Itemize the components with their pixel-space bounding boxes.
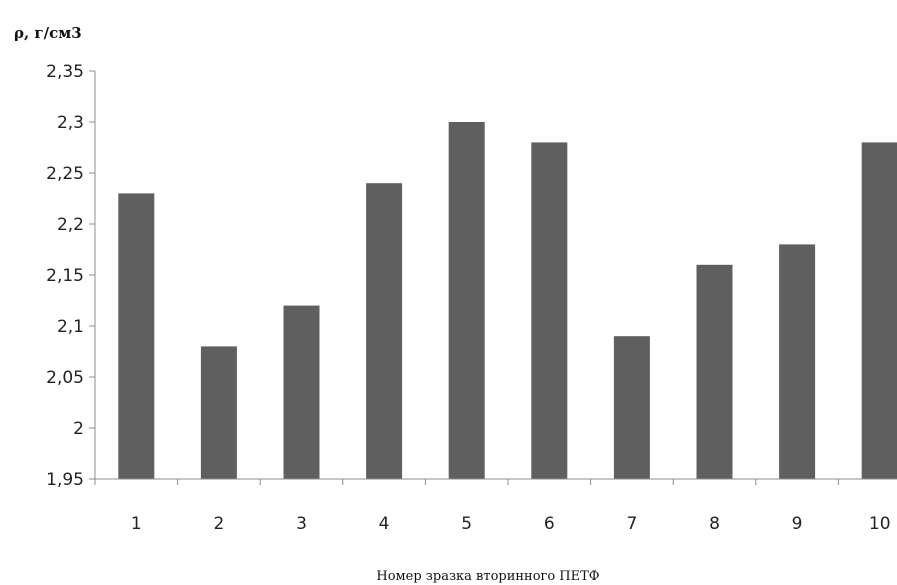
bar-5 [448, 122, 485, 479]
x-tick-label: 8 [709, 514, 720, 534]
bar-4 [366, 183, 403, 479]
bar-10 [861, 142, 897, 479]
bar-1 [118, 193, 155, 479]
y-tick-label: 2,15 [46, 266, 84, 286]
bar-9 [779, 244, 816, 479]
x-tick-label: 5 [461, 514, 472, 534]
y-tick-label: 2,35 [46, 62, 84, 82]
x-tick-label: 3 [296, 514, 307, 534]
bar-7 [613, 336, 650, 479]
x-axis-label: Номер зразка вторинного ПЕТФ [376, 569, 599, 584]
bar-6 [531, 142, 568, 479]
x-tick-label: 1 [131, 514, 142, 534]
bar-3 [283, 305, 320, 479]
y-axis-label: ρ, г/см3 [14, 24, 82, 42]
y-tick-label: 2,1 [57, 317, 84, 337]
x-tick-label: 2 [213, 514, 224, 534]
bar-8 [696, 264, 733, 479]
bars [118, 122, 897, 479]
y-axis: 1,95 2 2,05 2,1 2,15 2,2 2,25 2,3 2,35 [46, 62, 96, 490]
y-tick-label: 2,05 [46, 368, 84, 388]
x-tick-label: 4 [379, 514, 390, 534]
x-axis: 1 2 3 4 5 6 7 8 9 10 [94, 478, 897, 534]
x-tick-label: 7 [626, 514, 637, 534]
x-tick-label: 10 [869, 514, 891, 534]
y-tick-label: 2,2 [57, 215, 84, 235]
y-tick-label: 2 [73, 419, 84, 439]
y-tick-label: 2,25 [46, 164, 84, 184]
x-tick-label: 6 [544, 514, 555, 534]
x-tick-label: 9 [792, 514, 803, 534]
y-tick-label: 1,95 [46, 470, 84, 490]
bar-2 [200, 346, 237, 479]
y-tick-label: 2,3 [57, 113, 84, 133]
